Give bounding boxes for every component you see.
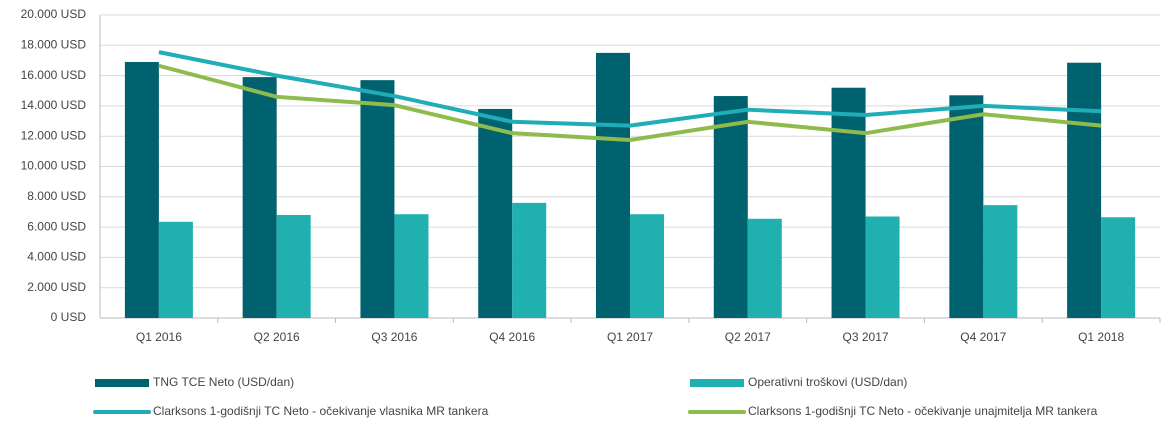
bar bbox=[478, 108, 513, 319]
bar bbox=[865, 216, 900, 318]
y-tick-label: 8.000 USD bbox=[27, 189, 86, 203]
bar bbox=[394, 214, 429, 318]
y-tick-label: 4.000 USD bbox=[27, 250, 86, 264]
x-tick-label: Q4 2017 bbox=[960, 330, 1006, 344]
x-tick-label: Q1 2016 bbox=[136, 330, 182, 344]
y-tick-label: 20.000 USD bbox=[21, 7, 87, 21]
bar bbox=[713, 96, 748, 319]
bar bbox=[831, 87, 866, 318]
line bbox=[158, 50, 1102, 128]
y-tick-label: 10.000 USD bbox=[21, 159, 87, 173]
bar bbox=[949, 95, 984, 318]
x-tick-label: Q3 2016 bbox=[371, 330, 417, 344]
x-tick-label: Q1 2017 bbox=[607, 330, 653, 344]
legend-label: Clarksons 1-godišnji TC Neto - očekivanj… bbox=[153, 404, 489, 418]
bar bbox=[124, 61, 159, 319]
y-tick-label: 6.000 USD bbox=[27, 219, 86, 233]
bar bbox=[242, 77, 277, 319]
y-tick-label: 18.000 USD bbox=[21, 37, 87, 51]
bar bbox=[1067, 62, 1102, 318]
bar bbox=[158, 221, 193, 318]
x-tick-label: Q1 2018 bbox=[1078, 330, 1124, 344]
x-tick-label: Q3 2017 bbox=[843, 330, 889, 344]
bar bbox=[983, 205, 1018, 318]
y-tick-label: 14.000 USD bbox=[21, 98, 87, 112]
legend-label: Operativni troškovi (USD/dan) bbox=[748, 375, 907, 389]
bar bbox=[1101, 217, 1136, 318]
y-tick-label: 0 USD bbox=[51, 310, 87, 324]
legend-swatch bbox=[690, 379, 744, 387]
y-tick-label: 12.000 USD bbox=[21, 128, 87, 142]
y-tick-label: 16.000 USD bbox=[21, 68, 87, 82]
x-tick-label: Q4 2016 bbox=[489, 330, 535, 344]
bar bbox=[276, 214, 311, 318]
bar bbox=[512, 202, 547, 318]
y-tick-label: 2.000 USD bbox=[27, 280, 86, 294]
bar bbox=[360, 80, 395, 319]
legend-label: TNG TCE Neto (USD/dan) bbox=[153, 375, 294, 389]
legend-label: Clarksons 1-godišnji TC Neto - očekivanj… bbox=[748, 404, 1098, 418]
bar bbox=[747, 218, 782, 318]
legend-swatch bbox=[95, 379, 149, 387]
x-tick-label: Q2 2016 bbox=[254, 330, 300, 344]
bar bbox=[630, 214, 664, 318]
x-tick-label: Q2 2017 bbox=[725, 330, 771, 344]
line bbox=[158, 63, 1102, 142]
bar bbox=[596, 52, 630, 318]
